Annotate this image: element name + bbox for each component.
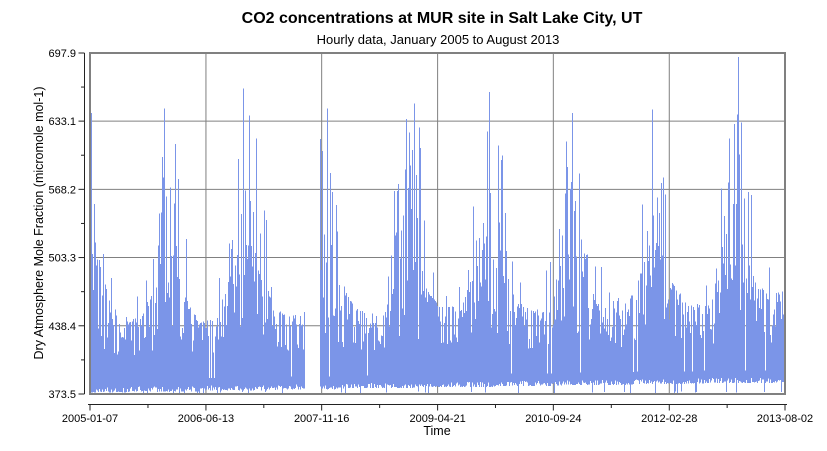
x-tick-label: 2012-02-28 (641, 413, 697, 425)
chart-title: CO2 concentrations at MUR site in Salt L… (241, 10, 643, 27)
y-tick-label: 503.3 (48, 253, 76, 265)
x-tick-label: 2007-11-16 (294, 413, 349, 425)
y-axis-title: Dry Atmosphere Mole Fraction (micromole … (32, 86, 46, 360)
x-tick-label: 2005-01-07 (62, 413, 118, 425)
y-tick-label: 568.2 (48, 184, 76, 196)
y-tick-label: 633.1 (48, 116, 76, 128)
x-tick-label: 2010-09-24 (525, 413, 581, 425)
y-tick-label: 438.4 (48, 321, 76, 333)
x-tick-label: 2009-04-21 (409, 413, 465, 425)
plot-frame (89, 52, 786, 395)
y-tick-label: 373.5 (48, 389, 76, 401)
y-tick-label: 697.9 (48, 48, 76, 60)
chart-subtitle: Hourly data, January 2005 to August 2013 (316, 32, 560, 47)
x-tick-label: 2006-06-13 (178, 413, 234, 425)
x-tick-label: 2013-08-02 (757, 413, 813, 425)
x-axis-title: Time (423, 424, 451, 438)
